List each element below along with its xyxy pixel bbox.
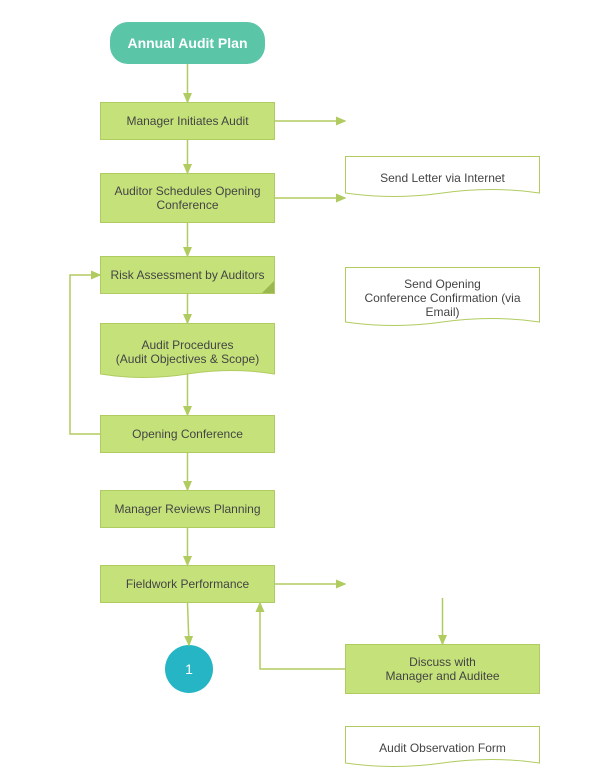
document-send-letter: Send Letter via Internet [345,156,540,200]
process-label: Manager Reviews Planning [114,502,260,516]
process-label: Auditor Schedules Opening Conference [101,184,274,212]
doc-label: Send Letter via Internet [372,171,513,185]
arrows-overlay [0,0,614,725]
process-label: Discuss with Manager and Auditee [385,655,499,683]
process-fieldwork: Fieldwork Performance [100,565,275,603]
process-label: Manager Initiates Audit [126,114,248,128]
doc-label: Audit Observation Form [371,741,514,755]
flowchart-canvas: Annual Audit Plan Manager Initiates Audi… [0,0,614,725]
process-manager-reviews: Manager Reviews Planning [100,490,275,528]
connector-label: 1 [185,661,193,677]
start-label: Annual Audit Plan [127,35,247,51]
doc-label: Send Opening Conference Confirmation (vi… [345,277,540,319]
connector-circle: 1 [165,645,213,693]
process-label: Opening Conference [132,427,243,441]
process-discuss: Discuss with Manager and Auditee [345,644,540,694]
process-risk-assessment: Risk Assessment by Auditors [100,256,275,294]
process-audit-procedures: Audit Procedures (Audit Objectives & Sco… [100,323,275,381]
process-label: Fieldwork Performance [126,577,249,591]
process-manager-initiates: Manager Initiates Audit [100,102,275,140]
document-observation-form: Audit Observation Form [345,726,540,770]
process-opening-conference: Opening Conference [100,415,275,453]
process-auditor-schedules: Auditor Schedules Opening Conference [100,173,275,223]
process-label: Audit Procedures (Audit Objectives & Sco… [108,338,267,366]
process-label: Risk Assessment by Auditors [110,268,264,282]
document-send-confirmation: Send Opening Conference Confirmation (vi… [345,267,540,329]
start-node: Annual Audit Plan [110,22,265,64]
